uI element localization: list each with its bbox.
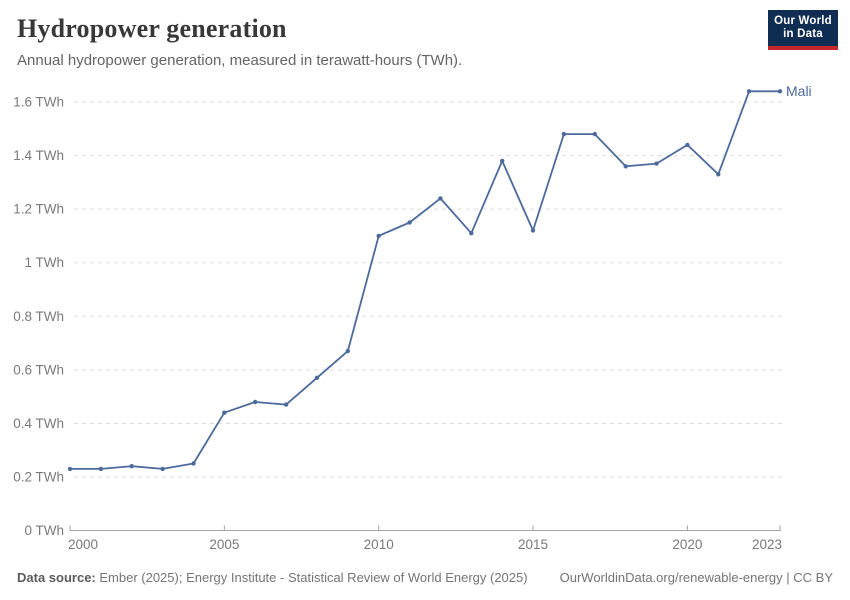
data-source-text: Ember (2025); Energy Institute - Statist… [95, 570, 528, 585]
data-source-label: Data source: [17, 570, 96, 585]
data-point[interactable] [469, 231, 474, 236]
data-point[interactable] [561, 131, 567, 137]
data-point[interactable] [777, 89, 783, 94]
data-point[interactable] [191, 461, 196, 466]
x-axis-tick-label: 2010 [364, 537, 394, 552]
y-axis-tick-label: 0.6 TWh [13, 362, 64, 377]
attribution-separator: | [782, 570, 794, 585]
gridlines-layer [74, 101, 782, 478]
series-line-mali[interactable] [69, 90, 781, 470]
data-point[interactable] [530, 228, 536, 233]
page-title: Hydropower generation [17, 14, 287, 43]
data-point[interactable] [438, 196, 443, 201]
series-layer[interactable] [67, 89, 783, 472]
owid-url-link[interactable]: OurWorldinData.org/renewable-energy [559, 570, 783, 585]
data-point[interactable] [129, 464, 134, 469]
y-axis-tick-label: 0.4 TWh [13, 416, 64, 431]
y-axis-tick-label: 1 TWh [24, 255, 64, 270]
data-point[interactable] [67, 466, 73, 472]
data-point[interactable] [623, 164, 628, 169]
owid-logo-line2: in Data [783, 28, 823, 40]
attribution-note: OurWorldinData.org/renewable-energy | CC… [560, 570, 833, 588]
data-point[interactable] [654, 161, 659, 166]
x-axis-tick-label: 2000 [68, 537, 98, 552]
data-point[interactable] [500, 158, 505, 164]
y-axis-tick-label: 1.6 TWh [13, 95, 64, 110]
data-point[interactable] [746, 89, 752, 94]
x-axis-tick-label: 2015 [518, 537, 548, 552]
data-source-note: Data source: Ember (2025); Energy Instit… [17, 570, 528, 588]
data-point[interactable] [345, 348, 350, 354]
data-point[interactable] [160, 466, 165, 472]
series-entity-label[interactable]: Mali [786, 83, 812, 99]
chart-footer: Data source: Ember (2025); Energy Instit… [0, 570, 850, 588]
y-axis-tick-label: 0.2 TWh [13, 469, 64, 484]
owid-logo-line1: Our World [774, 15, 832, 27]
data-point[interactable] [592, 131, 597, 137]
data-point[interactable] [283, 402, 289, 407]
data-point[interactable] [222, 410, 227, 415]
y-axis-tick-label: 1.4 TWh [13, 148, 64, 163]
y-axis-tick-label: 0 TWh [24, 523, 64, 538]
x-axis-tick-label: 2005 [209, 537, 239, 552]
page-subtitle: Annual hydropower generation, measured i… [17, 52, 463, 69]
data-point[interactable] [407, 220, 412, 225]
data-point[interactable] [376, 233, 381, 239]
license-link[interactable]: CC BY [793, 570, 833, 585]
data-point[interactable] [314, 375, 320, 380]
axes-layer: 0 TWh 0.2 TWh 0.4 TWh 0.6 TWh 0.8 TWh 1 TWh 1.… [13, 95, 782, 553]
y-axis-tick-label: 0.8 TWh [13, 309, 64, 324]
x-axis-tick-label: 2023 [752, 537, 782, 552]
data-point[interactable] [685, 142, 690, 148]
data-point[interactable] [98, 466, 104, 472]
data-point[interactable] [716, 172, 721, 177]
owid-logo[interactable]: Our World in Data [768, 10, 838, 50]
data-point[interactable] [253, 399, 258, 405]
y-axis-tick-label: 1.2 TWh [13, 202, 64, 217]
x-axis-tick-label: 2020 [672, 537, 702, 552]
